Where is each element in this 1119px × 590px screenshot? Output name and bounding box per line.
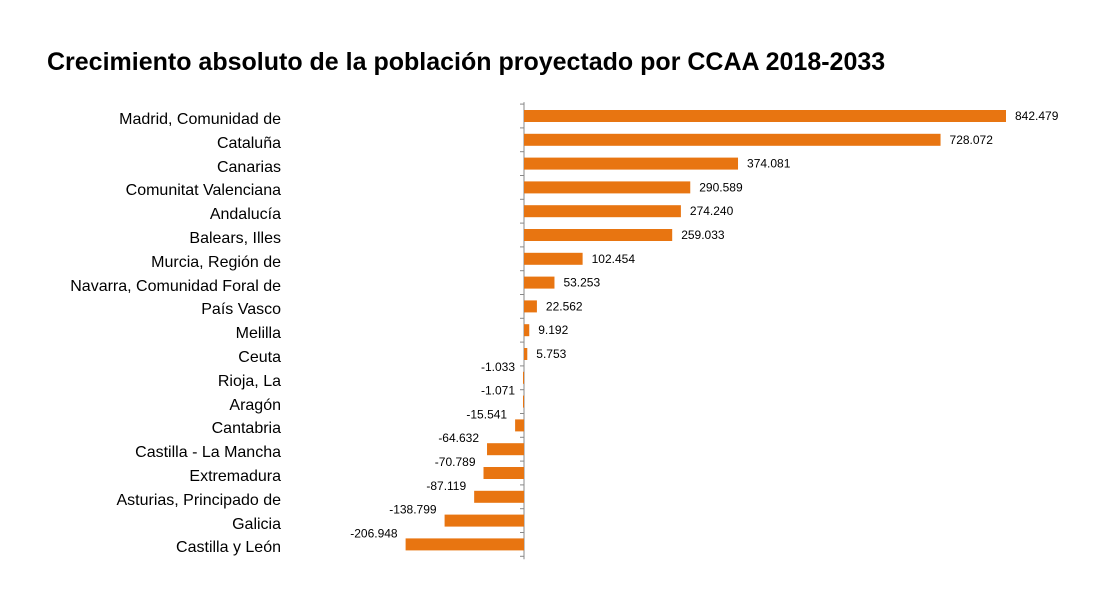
bar bbox=[524, 133, 941, 146]
category-label: Balears, Illes bbox=[189, 230, 281, 247]
category-label: Andalucía bbox=[209, 206, 281, 224]
category-label: Rioja, La bbox=[217, 372, 281, 390]
bar bbox=[524, 181, 691, 194]
bar bbox=[524, 300, 537, 313]
data-label: 290.589 bbox=[699, 180, 743, 194]
bar bbox=[524, 348, 528, 360]
bar bbox=[524, 205, 681, 218]
data-label: -70.789 bbox=[435, 455, 476, 469]
bar bbox=[474, 490, 524, 503]
data-label: 274.240 bbox=[690, 204, 734, 218]
bar bbox=[524, 229, 673, 241]
bar bbox=[444, 514, 524, 527]
data-label: 259.033 bbox=[681, 228, 725, 242]
bar bbox=[524, 276, 555, 289]
category-label: Ceuta bbox=[238, 349, 281, 366]
chart-title: Crecimiento absoluto de la población pro… bbox=[47, 48, 886, 76]
category-label: Galicia bbox=[232, 515, 281, 533]
category-label: Navarra, Comunidad Foral de bbox=[70, 277, 281, 295]
bar bbox=[524, 324, 530, 337]
data-label: 374.081 bbox=[747, 157, 791, 171]
bar bbox=[487, 443, 524, 456]
data-label: -138.799 bbox=[389, 503, 437, 517]
category-label: Extremadura bbox=[189, 468, 281, 485]
data-label: 5.753 bbox=[536, 347, 566, 361]
category-label: Cataluña bbox=[216, 134, 281, 152]
bar bbox=[405, 538, 524, 551]
data-label: 728.072 bbox=[950, 133, 994, 147]
data-label: -15.541 bbox=[466, 407, 507, 421]
bar bbox=[524, 252, 583, 265]
category-label: Murcia, Región de bbox=[151, 253, 281, 271]
data-label: -1.033 bbox=[481, 360, 515, 374]
category-label: Canarias bbox=[216, 158, 281, 176]
data-label: -87.119 bbox=[426, 479, 466, 493]
category-label: Cantabria bbox=[211, 420, 281, 438]
category-label: Aragón bbox=[229, 396, 281, 414]
bar bbox=[515, 419, 524, 432]
data-label: 53.253 bbox=[563, 276, 600, 290]
data-label: 842.479 bbox=[1015, 109, 1059, 123]
category-label: Asturias, Principado de bbox=[116, 491, 281, 509]
bar bbox=[524, 157, 739, 170]
bar bbox=[524, 110, 1006, 122]
category-label: Comunitat Valenciana bbox=[125, 182, 281, 200]
data-label: -206.948 bbox=[350, 526, 398, 540]
bar bbox=[523, 395, 524, 408]
category-label: Madrid, Comunidad de bbox=[119, 111, 281, 128]
bar bbox=[523, 371, 524, 384]
category-label: Castilla - La Mancha bbox=[135, 444, 281, 462]
data-label: -1.071 bbox=[481, 384, 515, 398]
category-label: País Vasco bbox=[201, 301, 281, 319]
data-label: 102.454 bbox=[592, 252, 636, 266]
data-label: 22.562 bbox=[546, 299, 583, 313]
data-label: 9.192 bbox=[538, 323, 568, 337]
category-label: Melilla bbox=[235, 325, 281, 343]
data-label: -64.632 bbox=[438, 431, 479, 445]
bar bbox=[483, 467, 524, 479]
category-label: Castilla y León bbox=[176, 539, 281, 557]
